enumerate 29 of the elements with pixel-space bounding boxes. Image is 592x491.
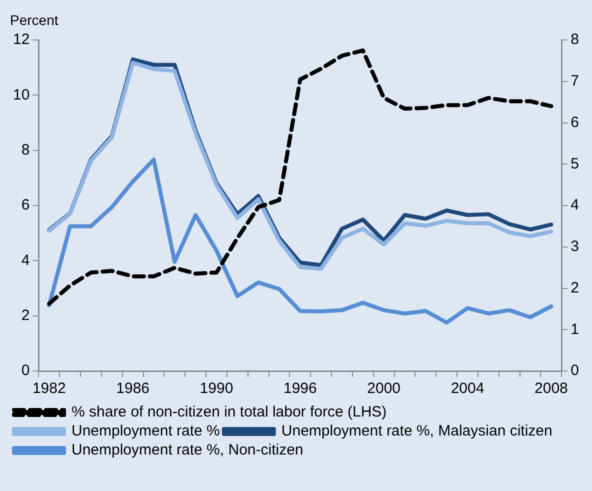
y2-tick-label: 2 (570, 279, 579, 296)
x-tick-label: 1990 (200, 380, 234, 398)
y-tick-label: 4 (21, 252, 30, 269)
y-tick-label: 2 (21, 306, 30, 324)
legend-label: Unemployment rate % (72, 422, 220, 440)
y-tick-label: 6 (21, 196, 30, 214)
x-tick-label: 1982 (32, 380, 66, 398)
y-tick-label: 10 (12, 86, 30, 104)
x-tick-label: 1986 (116, 380, 150, 398)
y-axis-title: Percent (10, 12, 58, 28)
y2-tick-label: 0 (570, 362, 579, 380)
y-tick-label: 8 (21, 141, 30, 158)
x-tick-label: 2000 (367, 380, 401, 398)
legend-label: Unemployment rate %, Malaysian citizen (281, 422, 552, 440)
x-tick-label: 2008 (534, 380, 568, 398)
y2-tick-label: 5 (570, 155, 579, 172)
y2-tick-label: 7 (570, 72, 579, 90)
y2-tick-label: 3 (570, 238, 579, 256)
y2-tick-label: 8 (570, 31, 579, 48)
y-tick-label: 12 (12, 31, 30, 48)
y-tick-label: 0 (21, 362, 30, 380)
x-tick-label: 2004 (450, 380, 484, 398)
y2-tick-label: 4 (570, 196, 579, 214)
legend-label: % share of non-citizen in total labor force (LHS) (72, 404, 387, 421)
line-series (47, 48, 554, 306)
y2-tick-label: 1 (570, 320, 579, 338)
y2-tick-label: 6 (570, 114, 579, 131)
x-tick-label: 1996 (283, 380, 317, 398)
legend-label: Unemployment rate %, Non-citizen (72, 442, 304, 459)
